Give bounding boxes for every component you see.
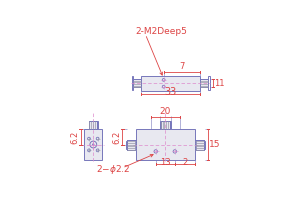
Bar (126, 141, 127, 149)
Text: 2: 2 (182, 158, 187, 167)
Bar (136, 129, 195, 160)
Bar (132, 76, 133, 90)
Bar (195, 140, 204, 150)
Text: 7: 7 (179, 62, 184, 71)
Bar (135, 140, 136, 150)
Bar (133, 79, 141, 87)
Text: 2$-$$\phi$2.2: 2$-$$\phi$2.2 (96, 163, 130, 176)
Bar (127, 140, 136, 150)
Bar (195, 140, 196, 150)
Bar (89, 121, 97, 129)
Bar (161, 121, 170, 129)
Bar (141, 76, 200, 91)
Text: 6.2: 6.2 (71, 130, 80, 144)
Bar (89, 121, 98, 129)
Text: 11: 11 (214, 79, 224, 88)
Bar (85, 129, 102, 160)
Bar (200, 79, 208, 87)
Circle shape (92, 144, 94, 145)
Bar (127, 140, 136, 150)
Bar (195, 140, 204, 150)
Text: 2-M2Deep5: 2-M2Deep5 (135, 27, 187, 36)
Bar (161, 121, 170, 129)
Bar (133, 79, 141, 87)
Text: 6.2: 6.2 (112, 130, 121, 144)
Bar (208, 76, 210, 90)
Bar (204, 141, 205, 149)
Bar (200, 79, 208, 87)
Text: 15: 15 (209, 140, 221, 149)
Bar (89, 121, 97, 129)
Text: 33: 33 (165, 87, 177, 97)
Bar (160, 121, 170, 129)
Text: 20: 20 (160, 107, 171, 116)
Text: 13: 13 (160, 158, 171, 167)
